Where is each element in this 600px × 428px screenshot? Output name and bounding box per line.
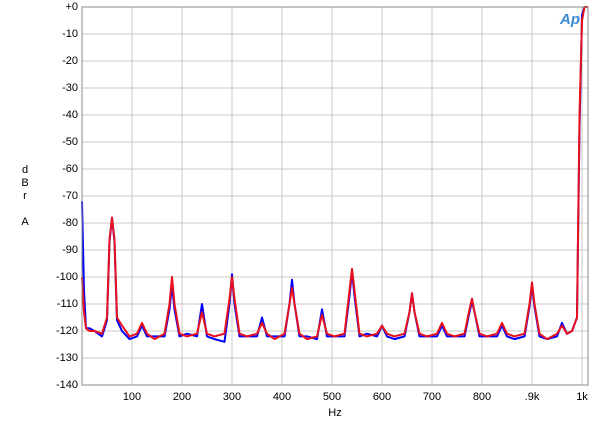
x-tick-label: 300: [223, 391, 241, 403]
y-tick-label: +0: [65, 1, 78, 13]
y-tick-label: -10: [62, 28, 78, 40]
y-tick-label: -120: [56, 325, 78, 337]
y-tick-label: -70: [62, 190, 78, 202]
x-tick-label: 700: [423, 391, 441, 403]
spectrum-line: [81, 6, 588, 343]
x-tick-label: 800: [473, 391, 491, 403]
x-tick-label: 100: [123, 391, 141, 403]
x-tick-label: 200: [173, 391, 191, 403]
x-tick-label: 1k: [576, 391, 588, 403]
x-tick-label: 600: [373, 391, 391, 403]
y-tick-label: -40: [62, 109, 78, 121]
y-tick-label: -50: [62, 136, 78, 148]
spectrum-line: [81, 6, 588, 341]
x-axis-label: Hz: [328, 407, 341, 419]
y-tick-label: -90: [62, 244, 78, 256]
y-tick-label: -20: [62, 55, 78, 67]
y-tick-label: -60: [62, 163, 78, 175]
x-tick-label: 500: [323, 391, 341, 403]
y-tick-label: -130: [56, 352, 78, 364]
y-tick-label: -140: [56, 379, 78, 391]
plot-frame: [81, 6, 589, 386]
y-tick-label: -30: [62, 82, 78, 94]
y-tick-label: -100: [56, 271, 78, 283]
y-tick-label: -110: [57, 298, 78, 310]
x-tick-label: 400: [273, 391, 291, 403]
x-tick-label: .9k: [525, 391, 540, 403]
logo: Ap: [559, 11, 580, 28]
y-tick-label: -80: [62, 217, 78, 229]
